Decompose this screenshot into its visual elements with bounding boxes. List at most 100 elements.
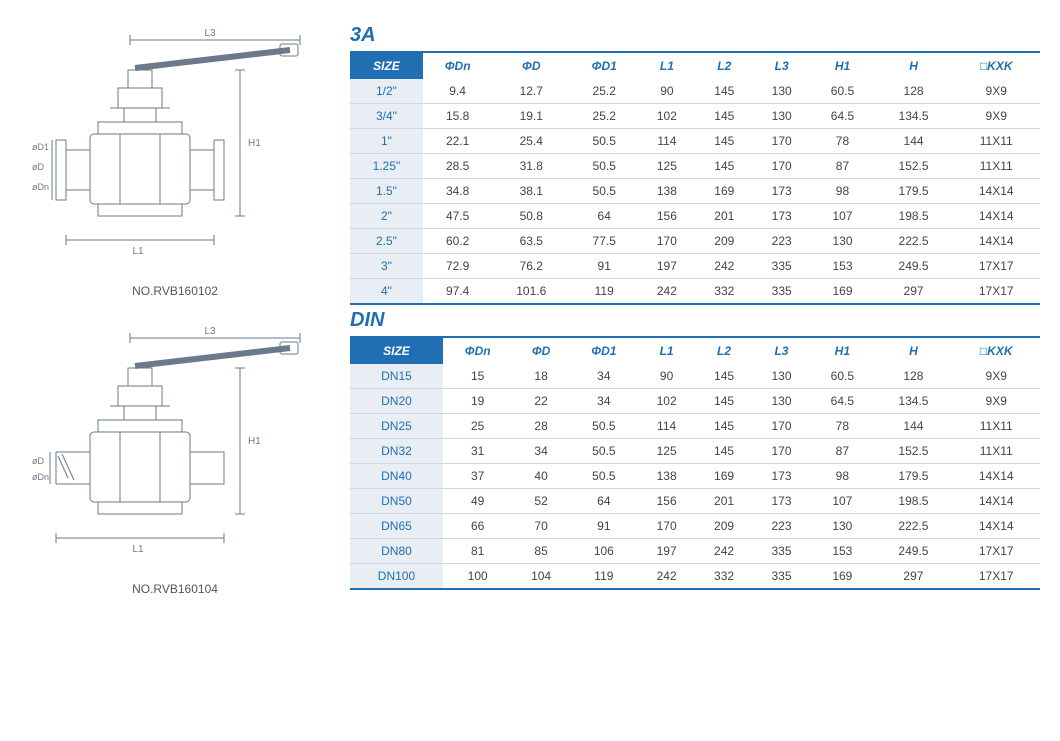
value-cell: 38.1: [492, 179, 570, 204]
size-cell: 1/2": [350, 79, 423, 104]
valve-diagram-2: L3: [20, 318, 330, 578]
value-cell: 249.5: [875, 254, 953, 279]
value-cell: 91: [570, 514, 638, 539]
value-cell: 106: [570, 539, 638, 564]
col-header: SIZE: [350, 337, 443, 364]
value-cell: 77.5: [570, 229, 638, 254]
table-row: 1.25"28.531.850.512514517087152.511X11: [350, 154, 1040, 179]
value-cell: 81: [443, 539, 512, 564]
value-cell: 173: [753, 464, 810, 489]
value-cell: 34: [512, 439, 569, 464]
svg-text:øD: øD: [32, 162, 44, 172]
size-cell: DN15: [350, 364, 443, 389]
table-row: DN25252850.51141451707814411X11: [350, 414, 1040, 439]
value-cell: 125: [638, 439, 695, 464]
value-cell: 134.5: [875, 104, 953, 129]
value-cell: 169: [810, 279, 874, 305]
diagram-column: L3: [20, 20, 330, 616]
col-header: SIZE: [350, 52, 423, 79]
value-cell: 14X14: [952, 204, 1040, 229]
value-cell: 125: [638, 154, 695, 179]
value-cell: 11X11: [952, 154, 1040, 179]
value-cell: 11X11: [952, 129, 1040, 154]
value-cell: 17X17: [952, 279, 1040, 305]
value-cell: 156: [638, 489, 695, 514]
value-cell: 335: [753, 564, 810, 590]
value-cell: 50.5: [570, 179, 638, 204]
value-cell: 128: [874, 364, 952, 389]
value-cell: 47.5: [423, 204, 492, 229]
value-cell: 335: [753, 539, 810, 564]
table-row: 1"22.125.450.51141451707814411X11: [350, 129, 1040, 154]
value-cell: 60.5: [810, 364, 874, 389]
table-row: 4"97.4101.611924233233516929717X17: [350, 279, 1040, 305]
value-cell: 78: [810, 129, 874, 154]
col-header: H: [874, 337, 952, 364]
table-row: 2"47.550.864156201173107198.514X14: [350, 204, 1040, 229]
size-cell: 2.5": [350, 229, 423, 254]
svg-text:øD1: øD1: [32, 142, 49, 152]
value-cell: 152.5: [875, 154, 953, 179]
valve-diagram-1: L3: [20, 20, 330, 280]
value-cell: 130: [753, 104, 810, 129]
value-cell: 22: [512, 389, 569, 414]
value-cell: 145: [696, 79, 753, 104]
value-cell: 169: [695, 464, 752, 489]
value-cell: 242: [696, 254, 753, 279]
value-cell: 130: [810, 514, 874, 539]
value-cell: 134.5: [874, 389, 952, 414]
value-cell: 11X11: [952, 439, 1040, 464]
value-cell: 144: [875, 129, 953, 154]
value-cell: 335: [753, 254, 810, 279]
spec-table-0: SIZEΦDnΦDΦD1L1L2L3H1H□KXK1/2"9.412.725.2…: [350, 51, 1040, 305]
svg-text:øD: øD: [32, 456, 44, 466]
value-cell: 15: [443, 364, 512, 389]
value-cell: 102: [638, 389, 695, 414]
value-cell: 242: [638, 279, 695, 305]
value-cell: 87: [810, 154, 874, 179]
value-cell: 18: [512, 364, 569, 389]
value-cell: 107: [810, 204, 874, 229]
value-cell: 138: [638, 179, 695, 204]
table-row: DN50495264156201173107198.514X14: [350, 489, 1040, 514]
value-cell: 201: [696, 204, 753, 229]
page-container: L3: [20, 20, 1040, 616]
value-cell: 70: [512, 514, 569, 539]
table-title-0: 3A: [350, 24, 1040, 47]
value-cell: 335: [753, 279, 810, 305]
value-cell: 223: [753, 229, 810, 254]
col-header: ΦD1: [570, 337, 638, 364]
value-cell: 9X9: [952, 364, 1040, 389]
value-cell: 76.2: [492, 254, 570, 279]
value-cell: 17X17: [952, 254, 1040, 279]
value-cell: 98: [810, 464, 874, 489]
value-cell: 50.5: [570, 464, 638, 489]
value-cell: 9.4: [423, 79, 492, 104]
value-cell: 72.9: [423, 254, 492, 279]
value-cell: 78: [810, 414, 874, 439]
value-cell: 138: [638, 464, 695, 489]
table-row: DN2019223410214513064.5134.59X9: [350, 389, 1040, 414]
size-cell: 3": [350, 254, 423, 279]
value-cell: 144: [874, 414, 952, 439]
col-header: ΦD1: [570, 52, 638, 79]
diagram-1: L3: [20, 20, 330, 298]
table-row: DN808185106197242335153249.517X17: [350, 539, 1040, 564]
value-cell: 170: [753, 129, 810, 154]
value-cell: 49: [443, 489, 512, 514]
col-header: □KXK: [952, 337, 1040, 364]
value-cell: 169: [810, 564, 874, 590]
value-cell: 19.1: [492, 104, 570, 129]
value-cell: 170: [753, 439, 810, 464]
value-cell: 31: [443, 439, 512, 464]
value-cell: 9X9: [952, 389, 1040, 414]
value-cell: 114: [638, 414, 695, 439]
tables-column: 3A SIZEΦDnΦDΦD1L1L2L3H1H□KXK1/2"9.412.725…: [350, 20, 1040, 616]
size-cell: 1.25": [350, 154, 423, 179]
value-cell: 201: [695, 489, 752, 514]
size-cell: DN20: [350, 389, 443, 414]
svg-text:L3: L3: [204, 28, 216, 39]
value-cell: 107: [810, 489, 874, 514]
value-cell: 197: [638, 539, 695, 564]
value-cell: 145: [696, 154, 753, 179]
